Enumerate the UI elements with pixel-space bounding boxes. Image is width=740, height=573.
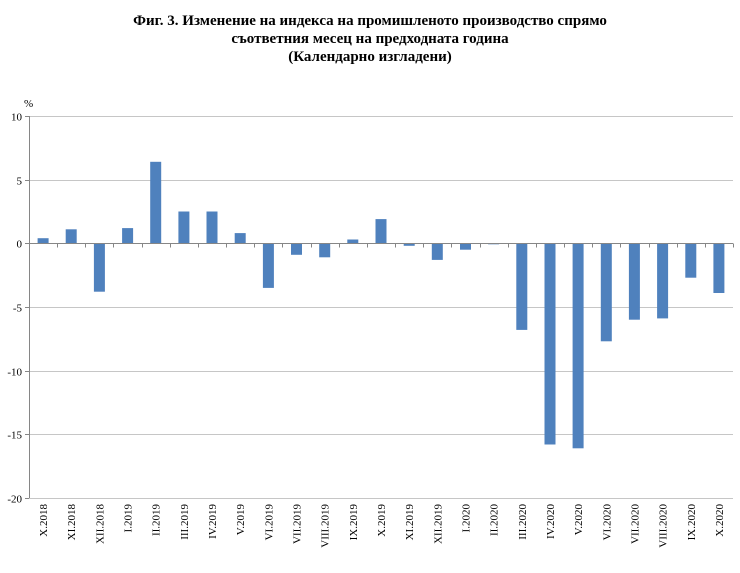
x-tick-label: III.2019 [179,504,191,540]
bar-VI.2020 [600,243,612,342]
bar-XII.2019 [431,243,443,260]
x-tick-label: IV.2020 [545,504,557,539]
bar-IV.2019 [206,211,218,244]
x-tick-label: VIII.2019 [320,504,332,548]
x-tick-label: VII.2019 [292,503,304,544]
bar-XI.2019 [403,243,415,246]
chart-title-line-1: Фиг. 3. Изменение на индекса на промишле… [133,13,607,29]
x-tick-label: IX.2019 [348,503,360,540]
bar-III.2020 [516,243,528,330]
x-tick-label: I.2019 [123,504,135,533]
bar-XI.2018 [65,229,77,244]
bar-XII.2018 [93,243,105,292]
bar-X.2018 [37,238,49,244]
bar-I.2020 [460,243,471,250]
x-tick-label: X.2020 [714,503,726,536]
bar-VII.2020 [628,243,640,320]
x-tick-label: I.2020 [461,504,473,533]
gridlines [29,116,733,499]
y-tick-label: 10 [11,112,23,124]
y-tick-label: -10 [7,367,22,379]
x-tick-label: XI.2019 [404,504,416,541]
y-tick-label: -5 [13,303,23,315]
x-tick-label: XII.2019 [432,503,444,544]
x-tick-label: VI.2019 [263,504,275,541]
bar-V.2019 [234,233,246,244]
bars [37,161,725,449]
x-tick-label: II.2020 [489,503,501,536]
x-tick-label: II.2019 [151,503,163,536]
chart-title: Фиг. 3. Изменение на индекса на промишле… [0,12,740,66]
bar-II.2019 [150,161,162,244]
x-tick-label: III.2020 [517,504,529,540]
bar-VIII.2020 [657,243,669,319]
y-axis-label: % [24,98,33,110]
x-tick-label: IV.2019 [207,503,219,538]
chart-title-line-2: съответния месец на предходната година [231,31,509,47]
x-tick-label: IX.2020 [686,504,698,541]
x-tick-label: X.2019 [376,504,388,537]
bar-X.2019 [375,219,387,244]
bar-IX.2020 [685,243,697,278]
bar-VII.2019 [291,243,302,255]
y-tick-label: 0 [17,239,23,251]
bar-IV.2020 [544,243,556,445]
x-tick-label: XI.2018 [66,503,78,540]
chart-title-line-3: (Календарно изгладени) [288,49,452,65]
y-tick-label: 5 [17,176,23,188]
bar-IX.2019 [347,239,359,244]
bar-I.2019 [122,228,134,244]
x-tick-label: VI.2020 [601,504,613,541]
bar-VI.2019 [262,243,274,288]
bar-V.2020 [572,243,584,449]
x-tick-label: X.2018 [38,504,50,537]
x-tick-label: VII.2020 [629,503,641,544]
x-tick-label: V.2019 [235,504,247,536]
y-tick-label: -15 [7,430,22,442]
bar-X.2020 [713,243,725,293]
bar-III.2019 [178,211,190,244]
x-tick-label: V.2020 [573,503,585,535]
axes: 10 5 0 -5 -10 -15 -20 X.2018 XI.2018 XII.2018 I.20… [7,112,734,548]
y-tick-label: -20 [7,494,22,506]
bar-VIII.2019 [319,243,331,258]
x-tick-label: XII.2018 [94,504,106,545]
x-tick-label: VIII.2020 [658,504,670,548]
